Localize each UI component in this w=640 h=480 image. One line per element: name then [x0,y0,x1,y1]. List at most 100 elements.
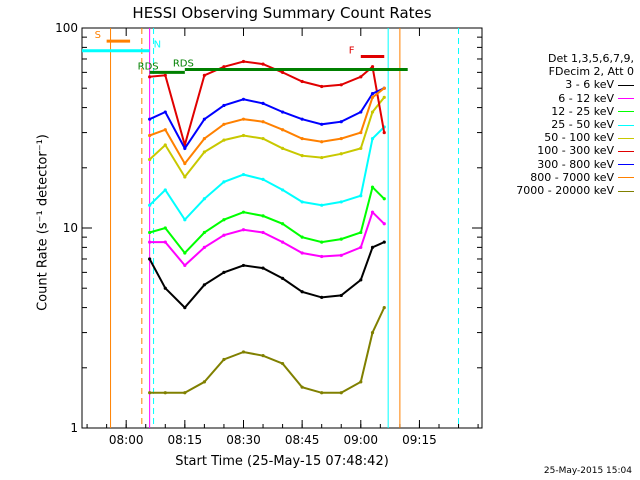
series-line [149,60,386,149]
annotation-label: RDS [173,59,194,70]
legend-entry-label: 3 - 6 keV [565,78,614,92]
chart-title: HESSI Observing Summary Count Rates [132,4,432,22]
legend-entry: 25 - 50 keV [484,118,634,131]
data-point [241,210,246,214]
data-point [163,128,167,132]
data-point [202,136,206,141]
data-point [359,146,363,151]
data-point [202,245,206,249]
data-point [222,65,226,69]
data-point [370,110,375,114]
data-point [261,266,265,270]
data-point [163,286,167,290]
series-line [148,96,385,179]
data-point [148,240,152,244]
x-tick-label: 09:15 [402,433,437,447]
x-tick-label: 08:45 [285,433,320,447]
legend-swatch [618,164,634,166]
y-axis-label: Count Rate (s⁻¹ detector⁻¹) [35,134,51,311]
data-point [241,97,246,101]
data-point [339,253,343,257]
data-point [183,146,187,151]
data-point [320,203,324,207]
legend-swatch [618,98,634,100]
data-point [163,391,167,395]
data-point [370,330,375,335]
data-point [300,136,304,141]
data-point [202,380,206,384]
data-point [300,235,304,239]
data-point [222,122,226,126]
data-point [359,130,363,135]
data-point [183,175,187,179]
legend-entry-label: 25 - 50 keV [551,118,614,132]
data-point [370,136,375,141]
legend-swatch [618,177,634,179]
legend-entry-label: 100 - 300 keV [537,144,614,158]
data-point [339,120,343,124]
data-point [183,391,187,395]
legend-entry-label: 800 - 7000 keV [530,170,614,184]
data-point [370,185,375,189]
data-point [202,73,206,77]
data-point [183,218,187,222]
data-point [202,197,206,201]
data-point [339,136,343,141]
legend: Det 1,3,5,6,7,9, FDecim 2, Att 0 3 - 6 k… [484,52,634,197]
data-point [382,130,386,135]
data-point [241,228,246,232]
legend-header-line-2: FDecim 2, Att 0 [548,65,634,79]
data-point [320,240,324,244]
data-point [261,62,265,66]
annotation-label: S [95,30,101,41]
legend-entry-label: 7000 - 20000 keV [516,184,614,198]
legend-swatch [618,190,634,192]
data-point [261,136,265,141]
data-point [339,391,343,395]
data-point [280,70,285,74]
series-line [149,210,385,267]
data-point [300,154,304,158]
data-point [339,200,343,204]
data-point [320,84,324,89]
data-point [163,143,167,147]
data-point [241,172,246,177]
data-point [148,75,152,79]
data-point [370,210,375,214]
data-point [148,257,152,261]
data-point [359,278,363,282]
series-line [148,241,385,310]
x-tick-label: 09:00 [343,433,378,447]
legend-swatch [618,111,634,113]
data-point [339,152,343,156]
legend-swatch [618,150,634,152]
data-point [320,122,324,126]
data-point [163,226,167,230]
data-point [320,391,324,395]
data-point [163,188,167,192]
data-point [148,391,152,395]
data-point [382,305,386,310]
data-point [280,240,285,244]
x-tick-label: 08:00 [109,433,144,447]
data-point [339,293,343,298]
data-point [222,270,226,274]
data-point [320,155,324,160]
y-tick-label: 1 [70,421,78,435]
data-point [148,230,152,235]
annotation-label: N [154,40,161,51]
data-point [320,295,324,299]
data-point [320,140,324,144]
data-point [359,380,363,384]
data-point [183,263,187,268]
series-line [149,185,385,255]
legend-entry: 3 - 6 keV [484,78,634,91]
y-tick-label: 10 [63,221,78,235]
data-point [280,276,285,280]
x-axis-label: Start Time (25-May-15 07:48:42) [175,454,389,469]
data-point [261,101,265,105]
data-point [300,79,304,84]
data-point [261,177,265,181]
legend-entry-label: 12 - 25 keV [551,104,614,118]
data-point [222,218,226,222]
